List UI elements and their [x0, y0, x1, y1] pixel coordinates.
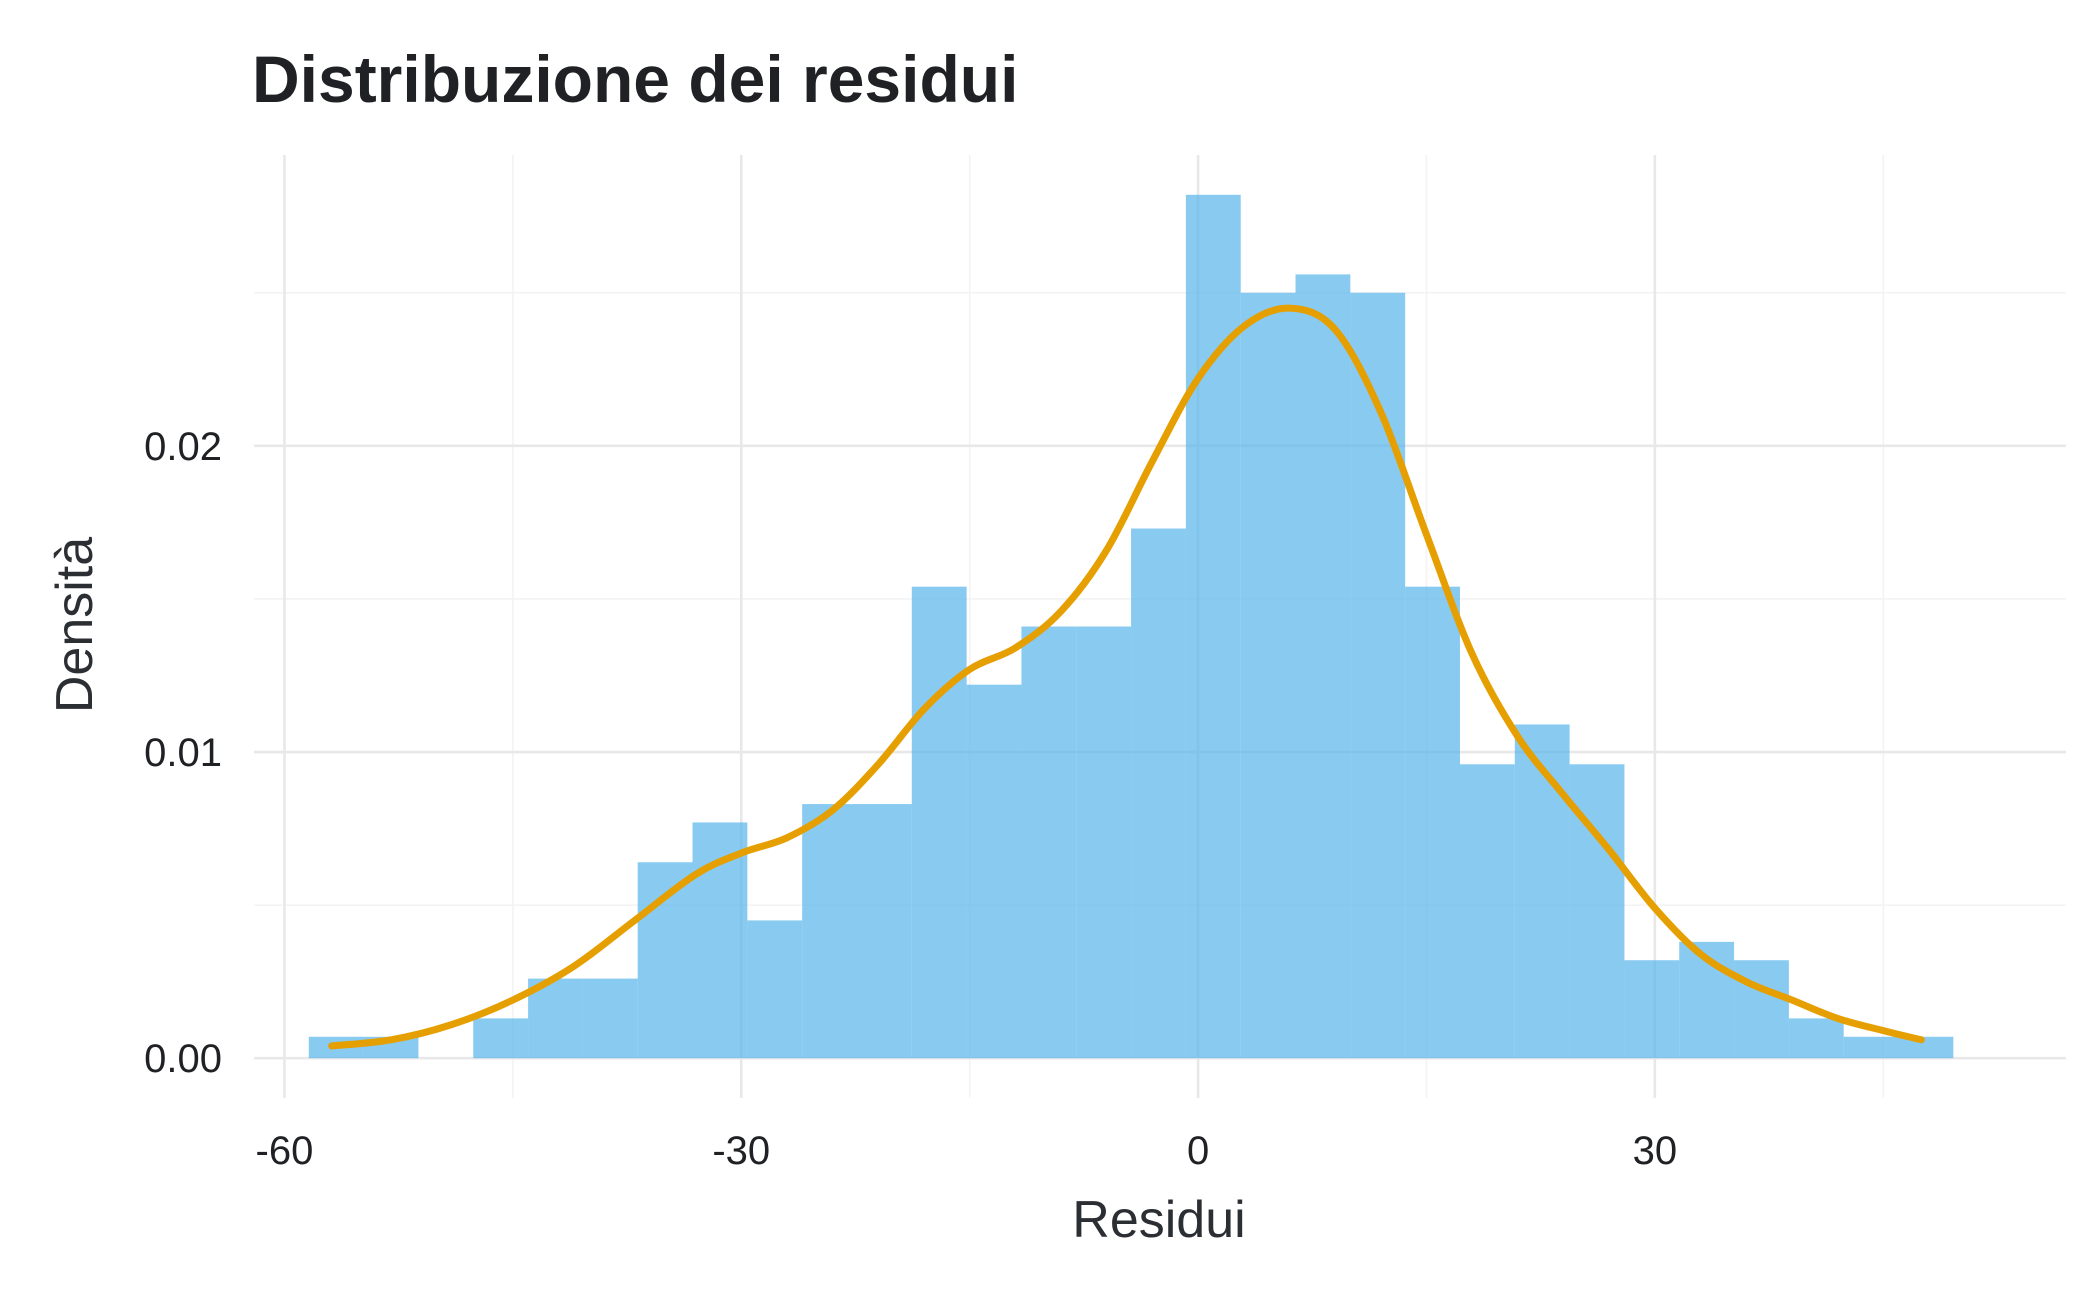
histogram-bar-21 — [1459, 764, 1515, 1059]
histogram-bar-7 — [692, 822, 748, 1059]
histogram-bar-10 — [856, 804, 912, 1059]
y-tick-label-2: 0.02 — [144, 425, 222, 469]
histogram-bar-13 — [1021, 626, 1077, 1059]
histogram-bar-27 — [1788, 1018, 1844, 1059]
x-axis-label: Residui — [1072, 1191, 1245, 1249]
histogram-bar-4 — [528, 978, 583, 1059]
histogram-bar-17 — [1240, 292, 1296, 1059]
histogram-bar-3 — [473, 1018, 529, 1059]
axis-tick-labels: -60 -30 0 30 0.00 0.01 0.02 — [144, 425, 1677, 1173]
histogram-bar-16 — [1185, 194, 1241, 1059]
histogram-bar-26 — [1734, 960, 1789, 1059]
histogram-bar-5 — [582, 978, 638, 1059]
histogram-bar-11 — [911, 586, 967, 1059]
y-tick-label-1: 0.01 — [144, 731, 222, 775]
x-tick-label-1: -30 — [712, 1129, 770, 1173]
density-curve-layer — [328, 304, 1925, 1050]
histogram-bar-15 — [1131, 528, 1186, 1059]
histogram-bar-22 — [1514, 724, 1570, 1059]
chart-title: Distribuzione dei residui — [252, 42, 1018, 116]
histogram-bar-28 — [1843, 1036, 1899, 1059]
histogram-bar-6 — [637, 862, 693, 1059]
histogram-bar-29 — [1898, 1036, 1954, 1059]
histogram-bar-14 — [1076, 626, 1132, 1059]
x-tick-label-2: 0 — [1187, 1129, 1209, 1173]
histogram-bar-20 — [1405, 586, 1460, 1059]
density-curve — [328, 304, 1925, 1050]
histogram-bar-8 — [747, 920, 803, 1059]
histogram-bar-9 — [802, 804, 857, 1059]
y-axis-label: Densità — [46, 537, 104, 713]
y-tick-label-0: 0.00 — [144, 1037, 222, 1081]
histogram-bar-18 — [1295, 274, 1351, 1059]
histogram-bar-19 — [1350, 292, 1406, 1059]
histogram-bar-24 — [1624, 960, 1680, 1059]
x-tick-label-3: 30 — [1633, 1129, 1678, 1173]
histogram-bar-12 — [966, 684, 1022, 1059]
x-tick-label-0: -60 — [256, 1129, 314, 1173]
histogram-bars — [308, 194, 1954, 1059]
